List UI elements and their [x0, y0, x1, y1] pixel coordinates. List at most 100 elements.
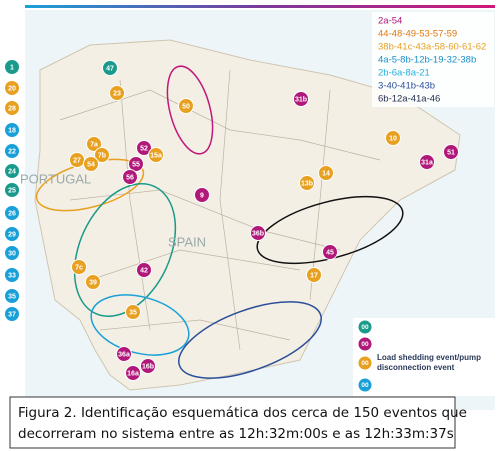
event-label: 52: [140, 145, 148, 152]
event-label: 39: [89, 279, 97, 286]
event-marker: [86, 136, 102, 152]
event-marker: [125, 365, 141, 381]
event-group: 6b-12a-41a-46: [378, 94, 440, 105]
event-label: 36b: [252, 230, 264, 237]
event-marker: [4, 205, 20, 221]
event-label: 35: [129, 309, 137, 316]
event-marker: [357, 355, 373, 371]
event-marker: [136, 262, 152, 278]
event-marker: [125, 304, 141, 320]
event-marker: [122, 169, 138, 185]
event-label: 26: [8, 210, 16, 217]
caption-box: [9, 396, 456, 449]
ellipse: [90, 294, 190, 356]
event-label: 1: [10, 64, 14, 71]
event-marker: [71, 259, 87, 275]
event-label: 13b: [301, 180, 313, 187]
event-marker: [128, 156, 144, 172]
top-bar: [25, 5, 495, 8]
event-marker: [4, 288, 20, 304]
ellipse: [166, 65, 214, 155]
event-label: 7c: [75, 264, 83, 271]
event-marker: [443, 144, 459, 160]
event-marker: [136, 140, 152, 156]
event-marker: [148, 147, 164, 163]
ellipse: [256, 195, 404, 265]
event-marker: [116, 346, 132, 362]
event-label: 56: [126, 174, 134, 181]
country-label: SPAIN: [168, 234, 206, 249]
event-marker: [250, 225, 266, 241]
event-label: 00: [361, 324, 369, 331]
event-marker: [140, 358, 156, 374]
event-label: 00: [361, 382, 369, 389]
event-marker: [4, 100, 20, 116]
legend-box: [353, 318, 495, 396]
event-label: 31a: [421, 159, 433, 166]
event-group: 3-40-41b-43b: [378, 81, 435, 92]
event-label: 7b: [98, 152, 106, 159]
event-marker: [85, 274, 101, 290]
event-label: 17: [310, 272, 318, 279]
event-marker: [194, 187, 210, 203]
event-marker: [357, 319, 373, 335]
event-label: 27: [73, 157, 81, 164]
event-marker: [178, 98, 194, 114]
event-label: 18: [8, 127, 16, 134]
event-marker: [293, 91, 309, 107]
event-label: 16a: [127, 370, 139, 377]
event-marker: [318, 165, 334, 181]
event-marker: [4, 182, 20, 198]
event-marker: [109, 85, 125, 101]
event-label: 51: [447, 149, 455, 156]
event-marker: [83, 156, 99, 172]
event-marker: [4, 267, 20, 283]
event-marker: [385, 130, 401, 146]
event-group: 2a-54: [378, 16, 402, 27]
event-group: 4a-5-8b-12b-19-32-38b: [378, 55, 476, 66]
event-label: 24: [8, 168, 16, 175]
event-label: 30: [8, 250, 16, 257]
event-label: 31b: [295, 96, 307, 103]
event-label: 23: [113, 90, 121, 97]
event-marker: [299, 175, 315, 191]
event-marker: [4, 122, 20, 138]
event-label: 28: [8, 105, 16, 112]
event-label: 36a: [118, 351, 130, 358]
caption-line: decorreram no sistema entre as 12h:32m:0…: [18, 426, 454, 442]
event-group: 38b-41c-43a-58-60-61-62: [378, 42, 486, 53]
event-label: 14: [322, 170, 330, 177]
event-label: 10: [389, 135, 397, 142]
grid-roads: [59, 69, 381, 351]
event-marker: [4, 80, 20, 96]
event-marker: [102, 60, 118, 76]
event-label: 00: [361, 341, 369, 348]
event-label: 33: [8, 272, 16, 279]
event-label: 50: [182, 103, 190, 110]
event-marker: [4, 163, 20, 179]
event-label: 9: [200, 192, 204, 199]
caption-line: Figura 2. Identificação esquemática dos …: [18, 405, 467, 421]
country-label: PORTUGAL: [20, 171, 91, 186]
event-marker: [4, 245, 20, 261]
event-label: 00: [361, 360, 369, 367]
event-label: 16b: [142, 363, 154, 370]
event-marker: [4, 226, 20, 242]
event-marker: [4, 143, 20, 159]
event-label: 25: [8, 187, 16, 194]
event-label: 29: [8, 231, 16, 238]
event-marker: [322, 244, 338, 260]
event-label: 55: [132, 161, 140, 168]
ellipse: [178, 301, 322, 379]
event-group: 44-48-49-53-57-59: [378, 29, 457, 40]
legend-label: Load shedding event/pump disconnection ev…: [377, 353, 481, 372]
ellipse: [73, 183, 177, 317]
event-label: 7a: [90, 141, 98, 148]
event-marker: [4, 59, 20, 75]
event-label: 37: [8, 311, 16, 318]
event-label: 35: [8, 293, 16, 300]
list-box: [372, 12, 494, 107]
event-label: 45: [326, 249, 334, 256]
